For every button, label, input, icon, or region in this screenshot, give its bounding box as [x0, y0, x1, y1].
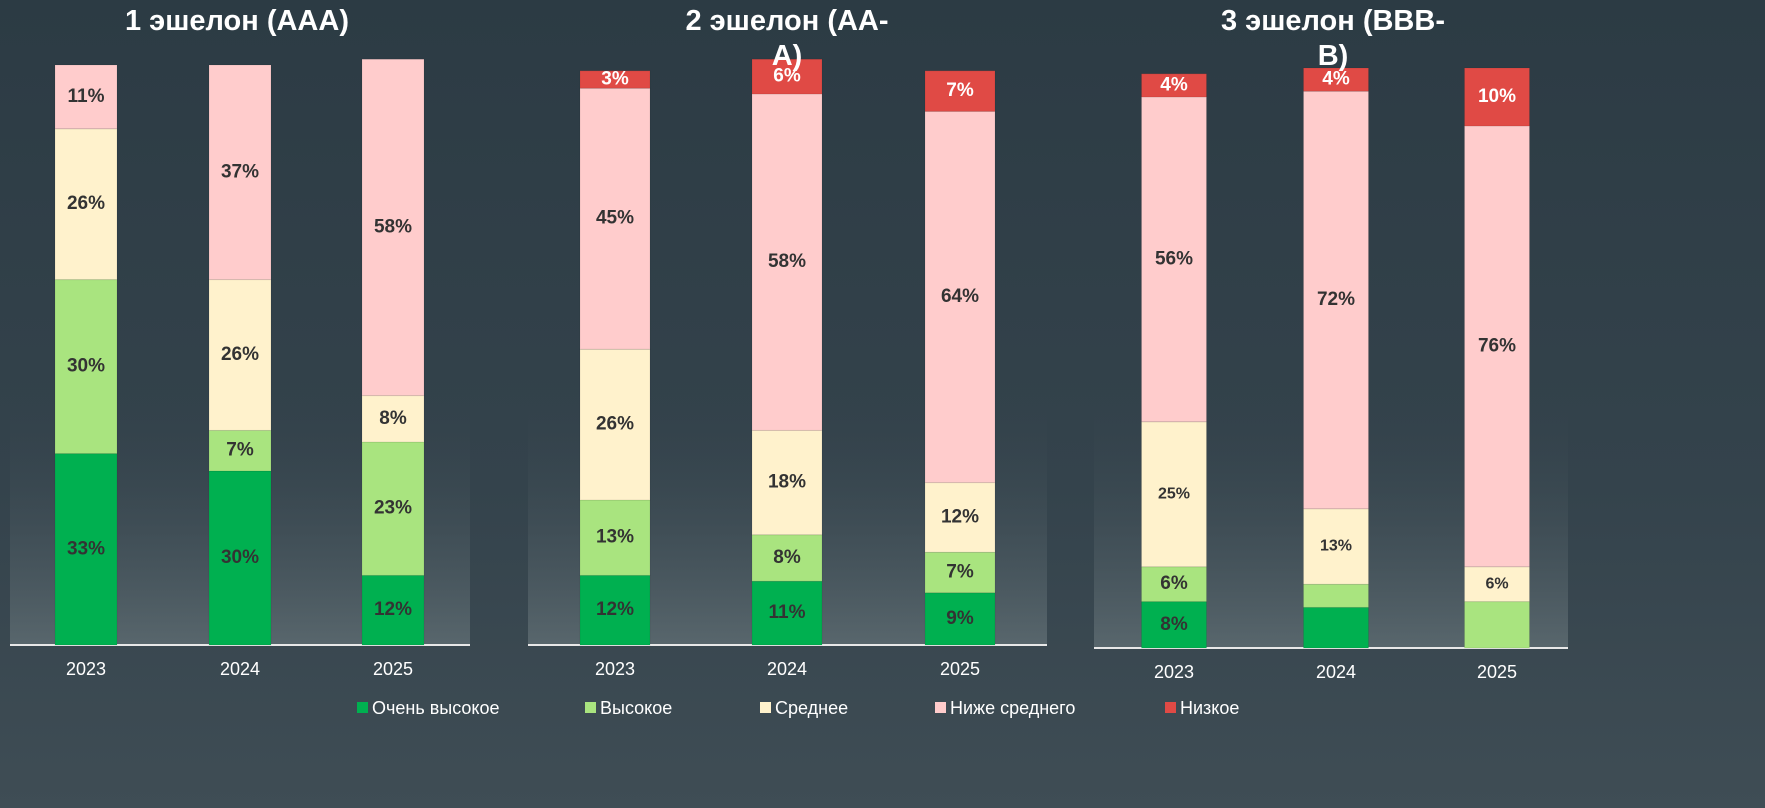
bar-segment: [1141, 566, 1207, 603]
data-label: 8%: [379, 408, 407, 429]
legend-label: Высокое: [600, 698, 672, 718]
bar-segment: [1303, 583, 1369, 608]
bar-segment: [1303, 508, 1369, 585]
bar-segment: [208, 64, 272, 281]
legend-swatch: [585, 702, 596, 713]
data-label: 26%: [596, 414, 634, 435]
bar-segment: [208, 279, 272, 431]
data-label: 6%: [1160, 573, 1188, 594]
data-label: 76%: [1478, 335, 1516, 356]
data-label: 64%: [941, 286, 979, 307]
x-tick-label: 2024: [220, 659, 260, 679]
x-tick-label: 2023: [1154, 662, 1194, 682]
data-label: 12%: [374, 599, 412, 620]
bar-segment: [924, 551, 996, 594]
data-label: 6%: [1485, 575, 1508, 592]
x-tick-label: 2025: [940, 659, 980, 679]
data-label: 37%: [221, 161, 259, 182]
data-label: 13%: [596, 527, 634, 548]
bar-segment: [54, 279, 118, 455]
legend-label: Среднее: [775, 698, 848, 718]
bar-segment: [579, 348, 651, 501]
bar-segment: [579, 574, 651, 646]
data-label: 7%: [226, 440, 254, 461]
data-label: 4%: [1160, 74, 1188, 95]
data-label: 30%: [67, 356, 105, 377]
x-tick-label: 2024: [767, 659, 807, 679]
data-label: 9%: [946, 608, 974, 629]
x-tick-label: 2024: [1316, 662, 1356, 682]
chart-title: 3 эшелон (BBB-B): [1221, 5, 1445, 72]
bar-segment: [1303, 90, 1369, 510]
data-label: 72%: [1317, 289, 1355, 310]
legend-swatch: [935, 702, 946, 713]
legend-swatch: [1165, 702, 1176, 713]
bar-segment: [54, 64, 118, 130]
bar-segment: [924, 70, 996, 112]
bar-segment: [1141, 73, 1207, 98]
bar-segment: [1141, 421, 1207, 568]
data-label: 8%: [1160, 614, 1188, 635]
bar-segment: [751, 429, 823, 536]
bar-segment: [1464, 601, 1530, 649]
bar-segment: [751, 93, 823, 431]
data-label: 45%: [596, 208, 634, 229]
legend-label: Очень высокое: [372, 698, 500, 718]
bar-segment: [1141, 601, 1207, 649]
data-label: 25%: [1158, 486, 1190, 503]
data-label: 26%: [221, 344, 259, 365]
data-label: 30%: [221, 547, 259, 568]
x-tick-label: 2025: [373, 659, 413, 679]
bar-segment: [1464, 566, 1530, 603]
data-label: 13%: [1320, 538, 1352, 555]
legend-swatch: [357, 702, 368, 713]
bar-segment: [751, 580, 823, 646]
bar-segment: [361, 574, 425, 646]
bar-segment: [208, 470, 272, 646]
data-label: 26%: [67, 193, 105, 214]
legend-label: Низкое: [1180, 698, 1239, 718]
data-label: 58%: [768, 251, 806, 272]
bar-segment: [361, 441, 425, 576]
data-label: 11%: [68, 86, 105, 107]
bar-segment: [751, 58, 823, 95]
data-label: 7%: [946, 562, 974, 583]
x-tick-label: 2023: [595, 659, 635, 679]
data-label: 3%: [601, 69, 629, 90]
x-tick-label: 2025: [1477, 662, 1517, 682]
bar-segment: [751, 534, 823, 582]
data-label: 12%: [596, 599, 634, 620]
legend-swatch: [760, 702, 771, 713]
bar-segment: [579, 70, 651, 89]
data-label: 4%: [1322, 69, 1350, 90]
bar-segment: [208, 429, 272, 472]
bar-segment: [1303, 67, 1369, 92]
data-label: 11%: [769, 602, 806, 623]
bar-segment: [54, 128, 118, 281]
data-label: 7%: [946, 80, 974, 101]
data-label: 58%: [374, 216, 412, 237]
data-label: 10%: [1478, 86, 1516, 107]
bar-segment: [924, 592, 996, 646]
x-tick-label: 2023: [66, 659, 106, 679]
chart-title: 2 эшелон (AA-A): [685, 5, 889, 72]
bar-segment: [361, 395, 425, 443]
legend-label: Ниже среднего: [950, 698, 1075, 718]
bar-segment: [1464, 125, 1530, 568]
data-label: 8%: [773, 547, 801, 568]
data-label: 12%: [941, 506, 979, 527]
bar-segment: [1141, 96, 1207, 423]
chart-title: 1 эшелон (AAA): [125, 5, 349, 37]
bar-segment: [1303, 606, 1369, 649]
data-label: 56%: [1155, 248, 1193, 269]
data-label: 18%: [768, 472, 806, 493]
bar-segment: [1464, 67, 1530, 127]
bar-segment: [579, 87, 651, 350]
data-label: 33%: [67, 538, 105, 559]
data-label: 23%: [374, 498, 412, 519]
data-label: 6%: [773, 66, 801, 87]
bar-segment: [361, 58, 425, 397]
